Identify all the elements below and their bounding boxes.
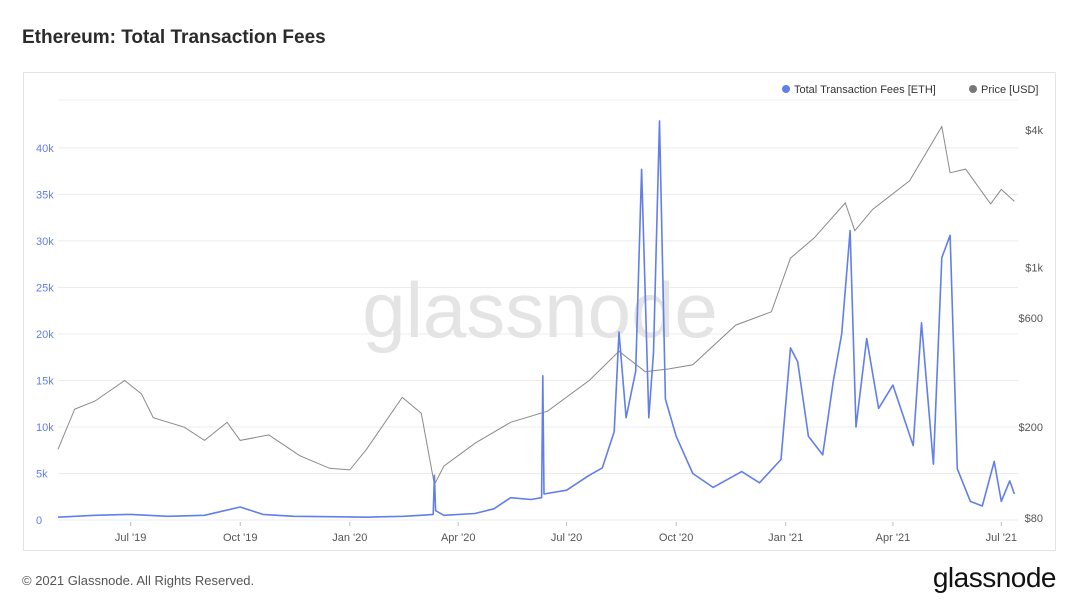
x-tick-label: Jul '19 (115, 532, 146, 544)
brand-logo: glassnode (932, 562, 1057, 593)
copyright-text: © 2021 Glassnode. All Rights Reserved. (22, 573, 255, 588)
chart-panel (23, 72, 1056, 551)
series-group (57, 120, 1016, 518)
legend-marker-price (969, 85, 977, 93)
y-left-tick-label: 5k (36, 468, 48, 480)
y-left-tick-label: 30k (36, 236, 54, 248)
chart-title: Ethereum: Total Transaction Fees (22, 27, 326, 48)
y-right-tick-label: $1k (1025, 263, 1043, 275)
x-tick-label: Oct '19 (223, 532, 258, 544)
grid (58, 99, 1018, 521)
watermark: glassnode (362, 266, 718, 354)
x-tick-label: Jul '21 (986, 532, 1017, 544)
y-left-tick-label: 35k (36, 189, 54, 201)
x-tick-label: Jan '20 (332, 532, 367, 544)
x-tick-label: Jul '20 (551, 532, 582, 544)
legend: Total Transaction Fees [ETH] Price [USD] (782, 84, 1038, 96)
y-left-tick-label: 20k (36, 329, 54, 341)
y-left-tick-label: 0 (36, 515, 42, 527)
legend-label-price: Price [USD] (981, 84, 1038, 96)
x-tick-label: Apr '21 (876, 532, 911, 544)
series-line-fees (57, 120, 1016, 518)
x-tick-label: Jan '21 (768, 532, 803, 544)
y-left-tick-label: 40k (36, 143, 54, 155)
y-right-tick-label: $4k (1025, 125, 1043, 137)
y-left-tick-label: 15k (36, 375, 54, 387)
y-right-tick-label: $80 (1025, 513, 1043, 525)
x-tick-label: Oct '20 (659, 532, 694, 544)
legend-label-fees: Total Transaction Fees [ETH] (794, 84, 936, 96)
y-right-tick-label: $600 (1019, 313, 1043, 325)
y-left-tick-label: 25k (36, 282, 54, 294)
x-tick-label: Apr '20 (441, 532, 476, 544)
y-right-tick-label: $200 (1019, 422, 1043, 434)
axis-ticks: 0 5k 10k 15k 20k 25k 30k 35k 40k $80 $200 $600 $1k $4… (36, 125, 1043, 544)
legend-marker-fees (782, 85, 790, 93)
series-line-price (57, 125, 1015, 487)
y-left-tick-label: 10k (36, 422, 54, 434)
